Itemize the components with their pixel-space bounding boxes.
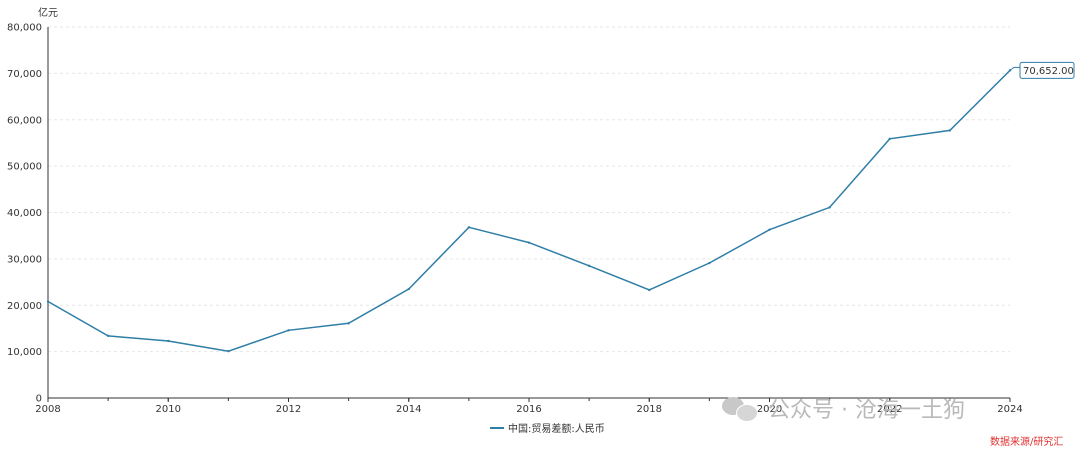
x-tick-label: 2008 [35,404,60,415]
watermark: 公众号 · 沧海一土狗 [720,392,965,424]
watermark-text: 公众号 · 沧海一土狗 [768,398,965,423]
series-line [47,69,1011,352]
data-point [768,228,771,231]
x-tick-label: 2020 [757,404,782,415]
data-point [527,241,531,244]
y-tick-label: 70,000 [7,69,42,80]
data-point [106,334,110,338]
data-point [948,129,952,132]
x-tick-label: 2022 [877,404,902,415]
data-point [708,261,711,265]
y-tick-label: 80,000 [7,23,42,34]
grid-lines [48,26,1010,353]
data-point [407,287,410,291]
x-axis-tick-labels: 2008 2010 2012 2014 2016 2018 2020 2022 2024 [35,398,1023,415]
callout-box [1019,61,1075,79]
y-tick-label: 60,000 [7,115,42,126]
data-point [287,329,290,332]
x-tick-label: 2012 [276,404,301,415]
y-tick-label: 0 [36,394,42,405]
callout-value-label: 70,652.00 [1023,66,1074,77]
data-point [46,300,50,303]
x-tick-label: 2016 [516,404,541,415]
brand-tag: 数据来源/研究汇 [990,437,1064,448]
data-point [347,322,350,325]
last-value-callout: 70,652.00 [1009,61,1075,79]
y-tick-label: 50,000 [7,162,42,173]
x-tick-label: 2010 [156,404,181,415]
callout-leader-line [1009,66,1020,71]
legend-swatch [490,426,504,429]
y-tick-label: 10,000 [7,347,42,358]
legend[interactable]: 中国:贸易差额:人民币 [490,420,605,435]
legend-label: 中国:贸易差额:人民币 [508,424,605,435]
x-tick-label: 2014 [396,404,421,415]
wechat-logo-icon [720,393,760,423]
data-point [227,349,230,353]
y-tick-label: 40,000 [7,208,42,219]
x-tick-label: 2024 [997,404,1022,415]
y-axis-unit-label: 亿元 [38,6,58,19]
series-layer [46,69,1012,353]
data-point [648,288,651,292]
data-point [467,226,471,229]
x-tick-label: 2018 [637,404,662,415]
data-point [167,339,170,343]
data-point [828,206,831,209]
y-tick-label: 30,000 [7,254,42,265]
data-point [888,137,891,140]
y-tick-label: 20,000 [7,301,42,312]
y-axis-tick-labels: 0 10,000 20,000 30,000 40,000 50,000 60,000 70,… [7,23,42,405]
data-point [587,264,591,268]
